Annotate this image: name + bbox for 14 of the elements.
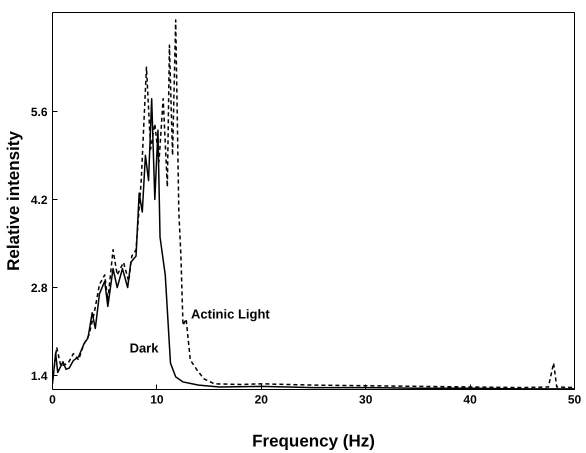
series-label: Actinic Light — [191, 306, 270, 322]
series-label: Dark — [130, 340, 160, 356]
x-tick-label: 50 — [568, 392, 582, 406]
y-tick-label: 5.6 — [30, 104, 48, 119]
y-tick-label: 4.2 — [30, 192, 48, 207]
x-tick-label: 10 — [150, 392, 164, 406]
x-tick-label: 20 — [254, 392, 268, 406]
x-tick-label: 0 — [49, 392, 56, 406]
y-tick-label: 1.4 — [30, 369, 48, 384]
x-axis-title: Frequency (Hz) — [252, 432, 375, 450]
y-axis-title: Relative intensity — [4, 130, 23, 271]
x-tick-label: 30 — [359, 392, 373, 406]
x-tick-label: 40 — [463, 392, 478, 406]
y-tick-label: 2.8 — [30, 281, 48, 296]
